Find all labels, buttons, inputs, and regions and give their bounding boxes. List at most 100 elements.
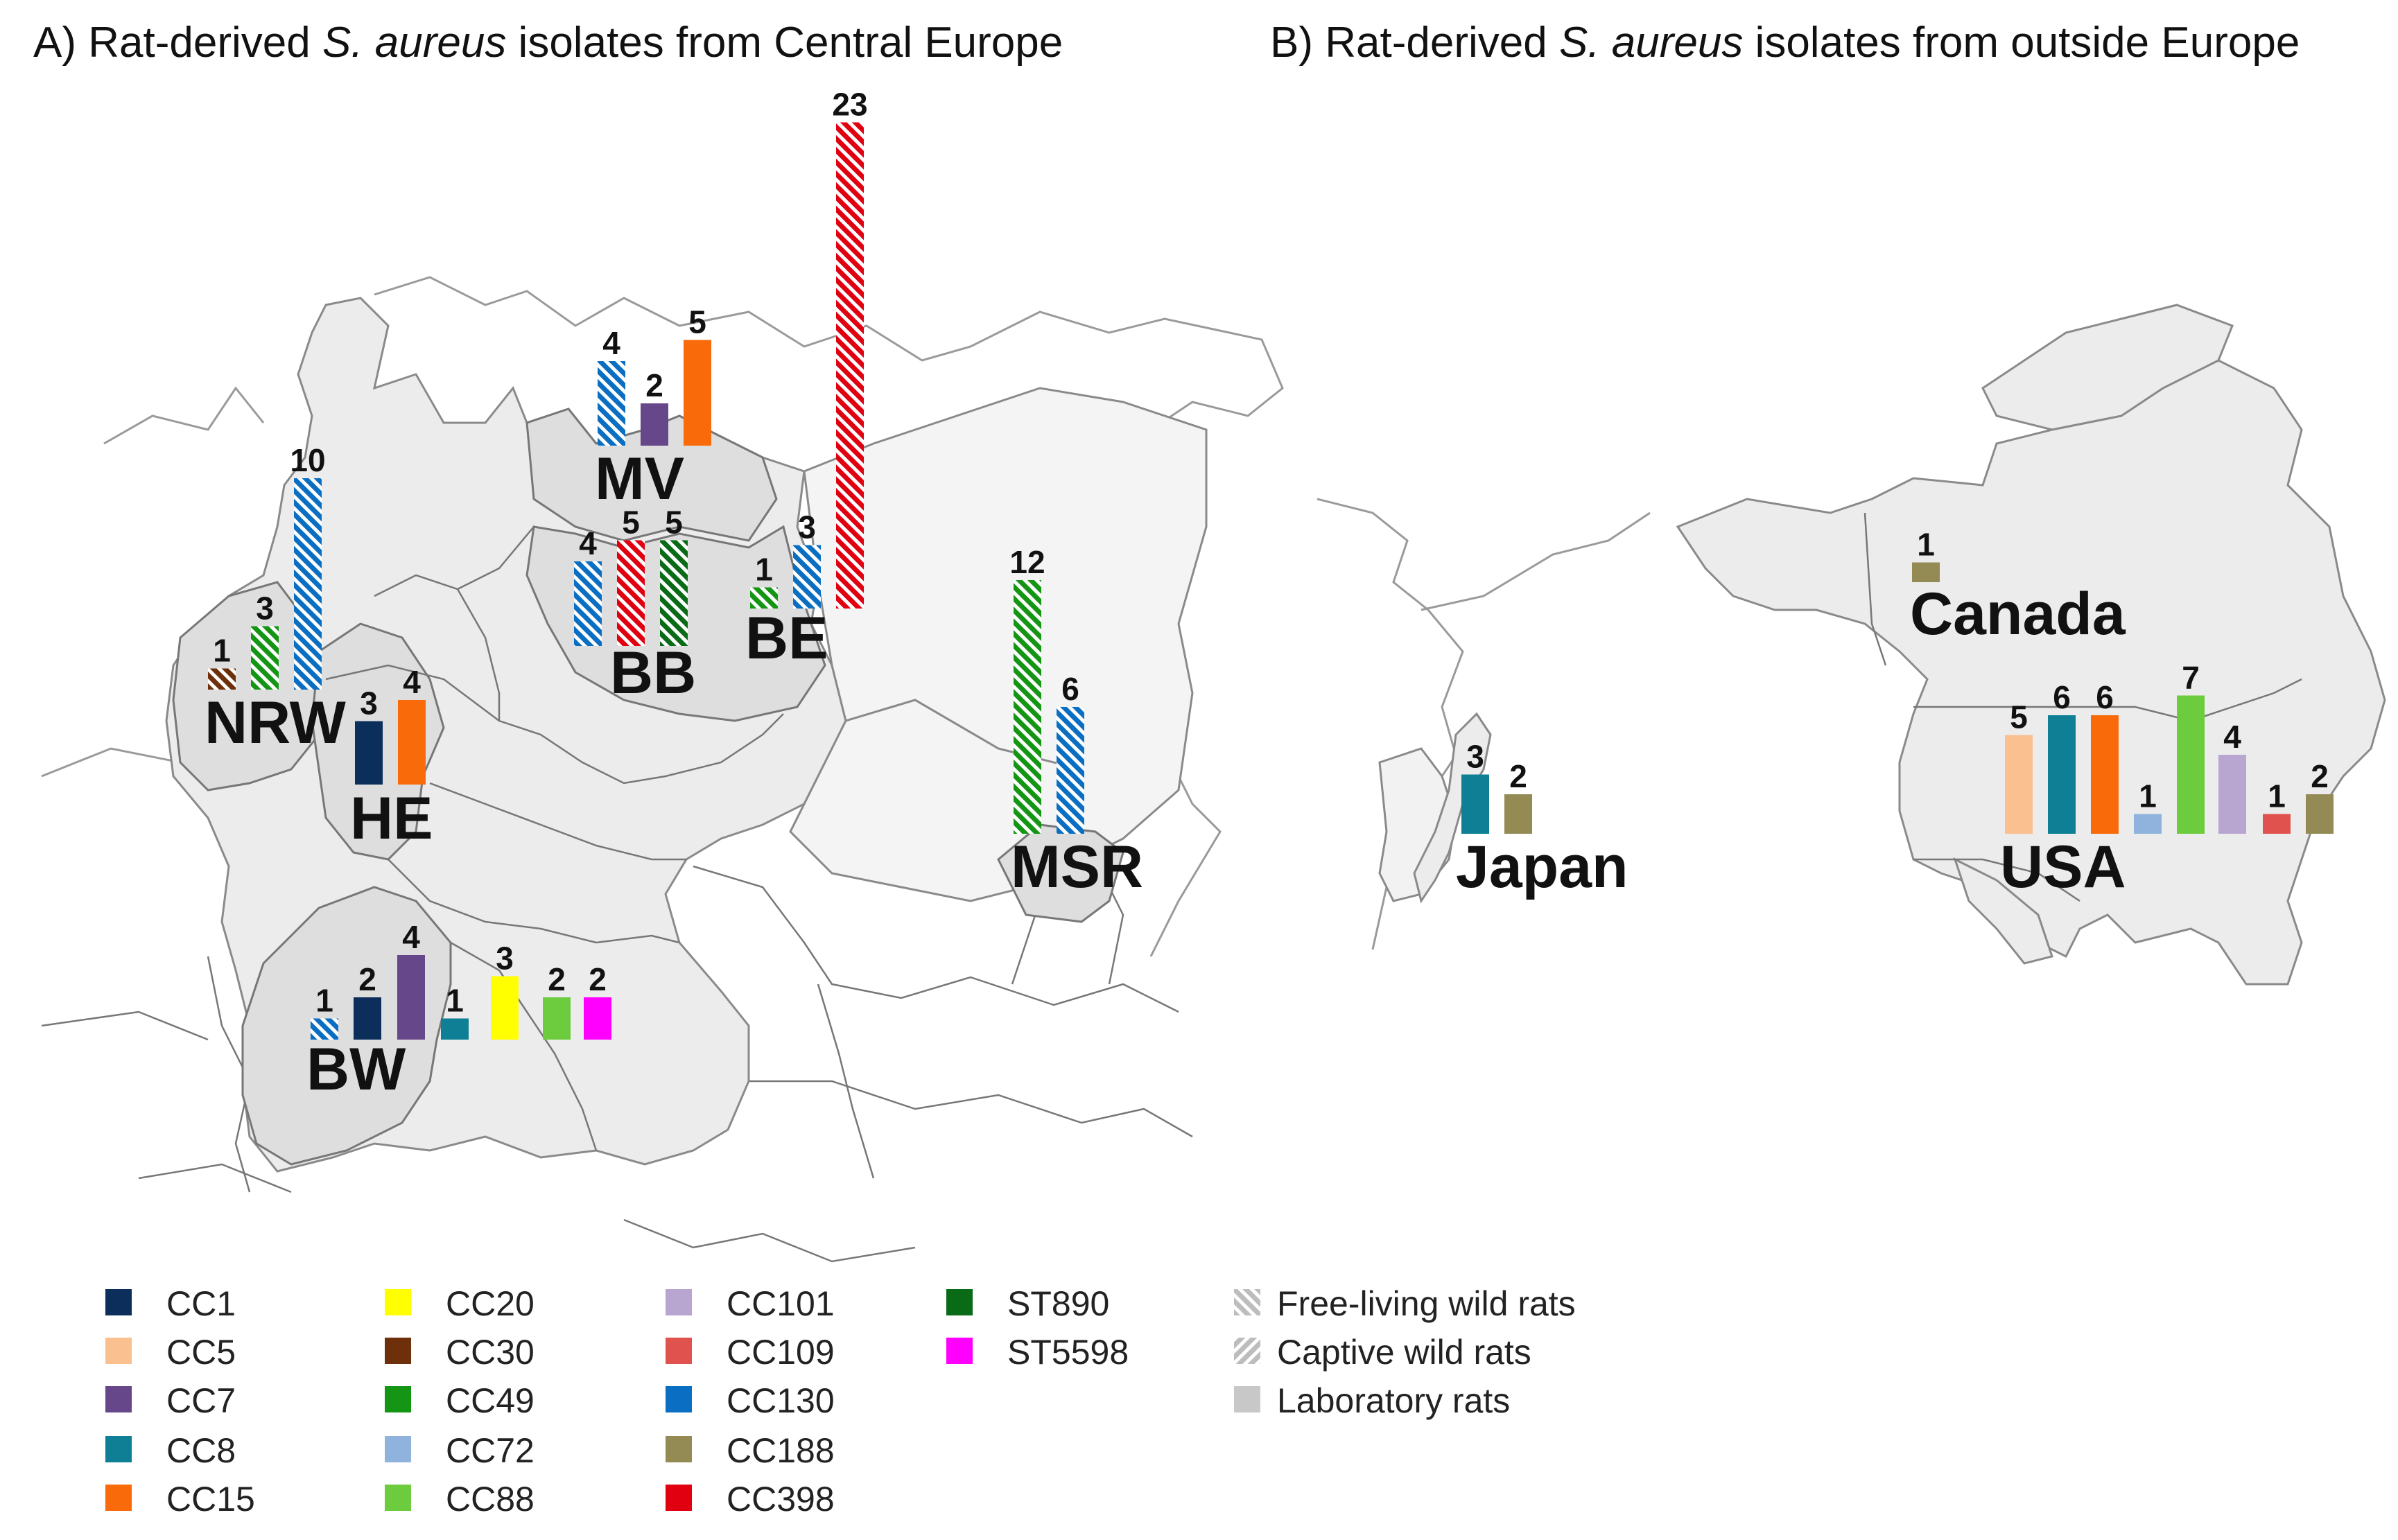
region-msr xyxy=(997,823,1124,923)
bar-japan-cc8-0 xyxy=(1461,774,1489,834)
bar-bb-st890-2 xyxy=(660,540,688,646)
map-north-america-japan xyxy=(1317,304,2386,986)
value-label-japan-0: 3 xyxy=(1466,739,1484,775)
bar-usa-cc15-2 xyxy=(2091,715,2119,834)
value-label-nrw-0: 1 xyxy=(213,633,231,669)
bar-be-cc49-0 xyxy=(750,587,778,609)
legend-label-lab: Laboratory rats xyxy=(1277,1381,1510,1420)
legend-swatch-cc15 xyxy=(105,1485,132,1511)
region-label-nrw: NRW xyxy=(205,690,347,756)
legend-label-cc109: CC109 xyxy=(727,1333,835,1372)
bar-usa-cc8-1 xyxy=(2048,715,2076,834)
legend-label-cc1: CC1 xyxy=(166,1284,236,1323)
legend-label-cc30: CC30 xyxy=(446,1333,535,1372)
value-label-msr-1: 6 xyxy=(1061,671,1079,707)
bar-mv-cc130-0 xyxy=(598,361,625,446)
bar-bw-cc7-2 xyxy=(397,955,425,1040)
region-label-usa: USA xyxy=(2000,834,2126,900)
value-label-mv-1: 2 xyxy=(645,367,663,403)
bar-usa-cc5-0 xyxy=(2005,735,2033,834)
value-label-usa-2: 6 xyxy=(2096,679,2114,715)
region-label-bb: BB xyxy=(610,640,696,706)
legend-swatch-cc7 xyxy=(105,1386,132,1412)
value-label-bw-1: 2 xyxy=(358,961,376,997)
bar-bw-st5598-6 xyxy=(584,997,611,1040)
value-label-usa-3: 1 xyxy=(2139,778,2157,814)
legend-label-st890: ST890 xyxy=(1007,1284,1109,1323)
legend-label-cc88: CC88 xyxy=(446,1480,535,1519)
value-label-usa-1: 6 xyxy=(2053,679,2071,715)
legend-label-cc5: CC5 xyxy=(166,1333,236,1372)
value-label-bw-5: 2 xyxy=(548,961,566,997)
bar-bw-cc20-4 xyxy=(491,976,519,1040)
value-label-bw-0: 1 xyxy=(315,983,333,1019)
legend-label-cc188: CC188 xyxy=(727,1431,835,1470)
legend-swatch-cc109 xyxy=(666,1338,692,1364)
bar-bb-cc130-0 xyxy=(574,561,602,646)
legend-label-free: Free-living wild rats xyxy=(1277,1284,1576,1323)
legend-swatch-lab xyxy=(1234,1386,1260,1412)
legend-swatch-cc101 xyxy=(666,1289,692,1315)
legend-label-cc49: CC49 xyxy=(446,1381,535,1420)
value-label-japan-1: 2 xyxy=(1509,758,1527,794)
legend-label-cc8: CC8 xyxy=(166,1431,236,1470)
bar-usa-cc109-6 xyxy=(2263,814,2291,834)
legend-swatch-cc88 xyxy=(385,1485,411,1511)
legend-label-cc130: CC130 xyxy=(727,1381,835,1420)
value-label-usa-4: 7 xyxy=(2182,660,2200,696)
legend-label-cc72: CC72 xyxy=(446,1431,535,1470)
legend-label-cc15: CC15 xyxy=(166,1480,255,1519)
bar-nrw-cc130-2 xyxy=(294,478,322,690)
value-label-mv-2: 5 xyxy=(688,304,706,340)
bars-layer xyxy=(208,122,2334,1040)
bar-bw-cc8-3 xyxy=(441,1018,469,1040)
value-label-be-2: 23 xyxy=(832,87,867,123)
value-label-usa-6: 1 xyxy=(2268,778,2286,814)
value-label-he-0: 3 xyxy=(360,685,378,721)
value-label-be-1: 3 xyxy=(798,509,816,545)
legend: CC1 CC5 CC7 CC8 CC15 CC20 CC30 CC49 CC72 CC88 CC10… xyxy=(105,1284,1576,1519)
legend-swatch-cc398 xyxy=(666,1485,692,1511)
bar-japan-cc188-1 xyxy=(1504,794,1532,834)
legend-label-cc101: CC101 xyxy=(727,1284,835,1323)
bar-canada-cc188-0 xyxy=(1912,562,1940,582)
region-label-mv: MV xyxy=(595,446,684,512)
value-label-bw-4: 3 xyxy=(496,940,514,977)
value-label-bb-2: 5 xyxy=(665,505,683,541)
value-label-he-1: 4 xyxy=(403,664,421,700)
legend-swatch-cc30 xyxy=(385,1338,411,1364)
legend-swatch-cc188 xyxy=(666,1436,692,1462)
region-label-bw: BW xyxy=(306,1036,406,1103)
bar-be-cc130-1 xyxy=(793,545,821,609)
legend-swatch-captive xyxy=(1234,1338,1260,1364)
bar-bw-cc1-1 xyxy=(354,997,381,1040)
legend-swatch-cc72 xyxy=(385,1436,411,1462)
value-label-be-0: 1 xyxy=(755,552,773,588)
panel-a-title: A) Rat-derived S. aureus isolates from C… xyxy=(33,19,1063,67)
bar-he-cc15-1 xyxy=(398,700,426,785)
legend-swatch-cc20 xyxy=(385,1289,411,1315)
bar-usa-cc101-5 xyxy=(2218,755,2246,834)
region-label-japan: Japan xyxy=(1456,834,1628,900)
bar-msr-cc130-1 xyxy=(1057,707,1084,834)
value-label-nrw-2: 10 xyxy=(290,442,325,478)
panel-b-title: B) Rat-derived S. aureus isolates from o… xyxy=(1270,19,2300,67)
bar-msr-cc49-0 xyxy=(1014,580,1041,834)
bar-mv-cc15-2 xyxy=(684,340,711,446)
value-label-bb-0: 4 xyxy=(579,525,597,561)
bar-usa-cc188-7 xyxy=(2306,794,2334,834)
bar-mv-cc7-1 xyxy=(641,403,668,446)
value-label-bw-6: 2 xyxy=(589,961,607,997)
bar-nrw-cc49-1 xyxy=(251,626,279,690)
legend-swatch-cc1 xyxy=(105,1289,132,1315)
bar-usa-cc72-3 xyxy=(2134,814,2162,834)
legend-swatch-st5598 xyxy=(946,1338,973,1364)
region-label-canada: Canada xyxy=(1910,581,2126,647)
map-central-europe xyxy=(41,276,1284,1263)
legend-swatch-cc8 xyxy=(105,1436,132,1462)
legend-swatch-cc130 xyxy=(666,1386,692,1412)
value-label-bb-1: 5 xyxy=(622,505,640,541)
value-label-mv-0: 4 xyxy=(602,325,620,361)
